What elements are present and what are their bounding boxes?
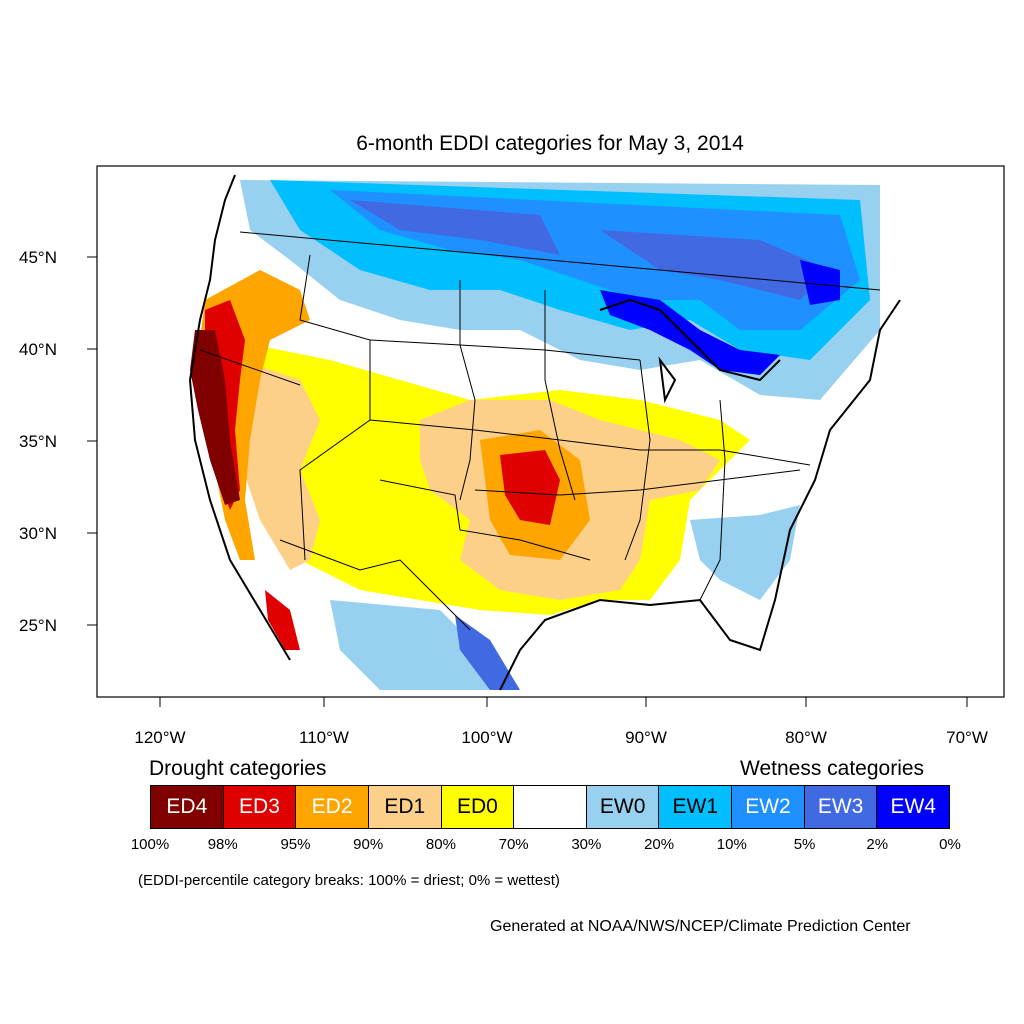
legend-break-label: 10% [716, 836, 747, 853]
wetness-legend-title: Wetness categories [740, 757, 925, 780]
category-legend: ED4 ED3 ED2 ED1 ED0 EW0 EW1 EW2 EW3 EW4 [150, 785, 950, 829]
y-tick-label: 40°N [19, 340, 57, 359]
category-note: (EDDI-percentile category breaks: 100% =… [138, 872, 560, 889]
legend-break-label: 98% [207, 836, 238, 853]
legend-break-label: 20% [644, 836, 675, 853]
legend-swatch-ew3: EW3 [804, 786, 878, 828]
x-tick-label: 100°W [461, 728, 512, 747]
great-lakes-ew4 [600, 260, 840, 375]
legend-break-label: 70% [498, 836, 529, 853]
x-tick-label: 70°W [946, 728, 988, 747]
drought-legend-title: Drought categories [149, 757, 327, 780]
legend-swatch-ed4: ED4 [151, 786, 224, 828]
legend-swatch-ew4: EW4 [877, 786, 950, 828]
legend-break-label: 2% [866, 836, 889, 853]
x-tick-label: 80°W [785, 728, 827, 747]
drought-ed4 [190, 330, 240, 505]
legend-break-label: 0% [939, 836, 961, 853]
x-tick-label: 110°W [299, 728, 349, 747]
wet-texas-coast [455, 615, 520, 690]
drought-ed3 [205, 300, 560, 650]
map-frame [96, 165, 1005, 698]
legend-swatch-ed1: ED1 [368, 786, 442, 828]
x-tick-label: 120°W [134, 728, 185, 747]
coastlines [188, 174, 901, 691]
legend-break-label: 95% [280, 836, 311, 853]
legend-swatch-ew0: EW0 [586, 786, 660, 828]
x-tick-label: 90°W [625, 728, 667, 747]
legend-swatch-ed2: ED2 [296, 786, 369, 828]
legend-break-label: 5% [793, 836, 816, 853]
legend-break-label: 90% [353, 836, 384, 853]
eddi-map: 120°W 110°W 100°W 90°W 80°W 70°W 45°N 40… [19, 165, 1005, 747]
legend-break-label: 30% [571, 836, 602, 853]
legend-break-label: 100% [130, 836, 170, 853]
y-tick-label: 30°N [19, 524, 57, 543]
map-title: 6-month EDDI categories for May 3, 2014 [356, 132, 744, 155]
credit-line: Generated at NOAA/NWS/NCEP/Climate Predi… [490, 918, 911, 935]
legend-swatch-ed3: ED3 [223, 786, 297, 828]
y-axis [87, 256, 97, 626]
political-boundaries [199, 231, 881, 631]
wet-southeast [690, 505, 800, 600]
x-axis [159, 697, 968, 707]
legend-swatch-ed0: ED0 [441, 786, 515, 828]
wet-southwest [330, 600, 500, 690]
drought-ed1 [240, 360, 720, 600]
y-tick-label: 35°N [19, 432, 57, 451]
legend-swatch-ew2: EW2 [732, 786, 805, 828]
legend-swatch-ew1: EW1 [659, 786, 733, 828]
legend-swatch-none [514, 786, 587, 828]
legend-break-label: 80% [425, 836, 456, 853]
legend-breaks: 100% 98% 95% 90% 80% 70% 30% 20% 10% 5% 2% 0% [131, 836, 961, 856]
y-tick-label: 25°N [19, 616, 57, 635]
drought-ed2 [200, 270, 590, 560]
y-tick-label: 45°N [19, 248, 57, 267]
